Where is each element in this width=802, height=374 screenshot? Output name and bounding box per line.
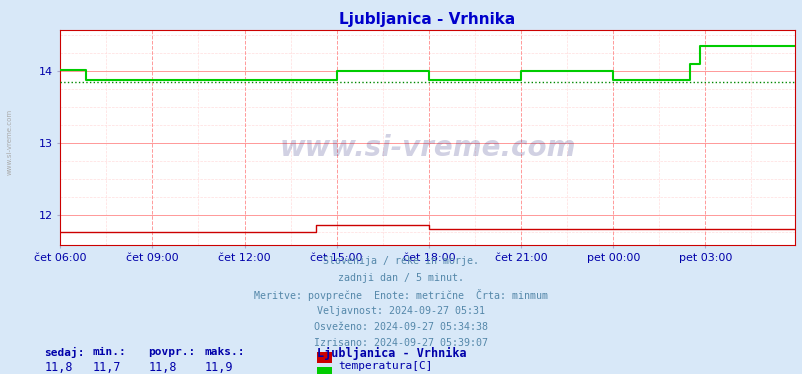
Text: maks.:: maks.: <box>205 347 245 357</box>
Text: www.si-vreme.com: www.si-vreme.com <box>279 134 575 162</box>
Text: Izrisano: 2024-09-27 05:39:07: Izrisano: 2024-09-27 05:39:07 <box>314 338 488 349</box>
Text: min.:: min.: <box>92 347 126 357</box>
Text: 11,8: 11,8 <box>44 361 72 374</box>
Text: 11,9: 11,9 <box>205 361 233 374</box>
Text: temperatura[C]: temperatura[C] <box>338 361 432 371</box>
Text: www.si-vreme.com: www.si-vreme.com <box>6 109 13 175</box>
Text: 11,7: 11,7 <box>92 361 120 374</box>
Text: Meritve: povprečne  Enote: metrične  Črta: minmum: Meritve: povprečne Enote: metrične Črta:… <box>254 289 548 301</box>
Text: povpr.:: povpr.: <box>148 347 196 357</box>
Text: 11,8: 11,8 <box>148 361 176 374</box>
Text: Ljubljanica - Vrhnika: Ljubljanica - Vrhnika <box>317 347 466 360</box>
Title: Ljubljanica - Vrhnika: Ljubljanica - Vrhnika <box>339 12 515 27</box>
Text: zadnji dan / 5 minut.: zadnji dan / 5 minut. <box>338 273 464 283</box>
Text: Veljavnost: 2024-09-27 05:31: Veljavnost: 2024-09-27 05:31 <box>317 306 485 316</box>
Text: Slovenija / reke in morje.: Slovenija / reke in morje. <box>323 256 479 266</box>
Text: Osveženo: 2024-09-27 05:34:38: Osveženo: 2024-09-27 05:34:38 <box>314 322 488 332</box>
Text: sedaj:: sedaj: <box>44 347 84 358</box>
